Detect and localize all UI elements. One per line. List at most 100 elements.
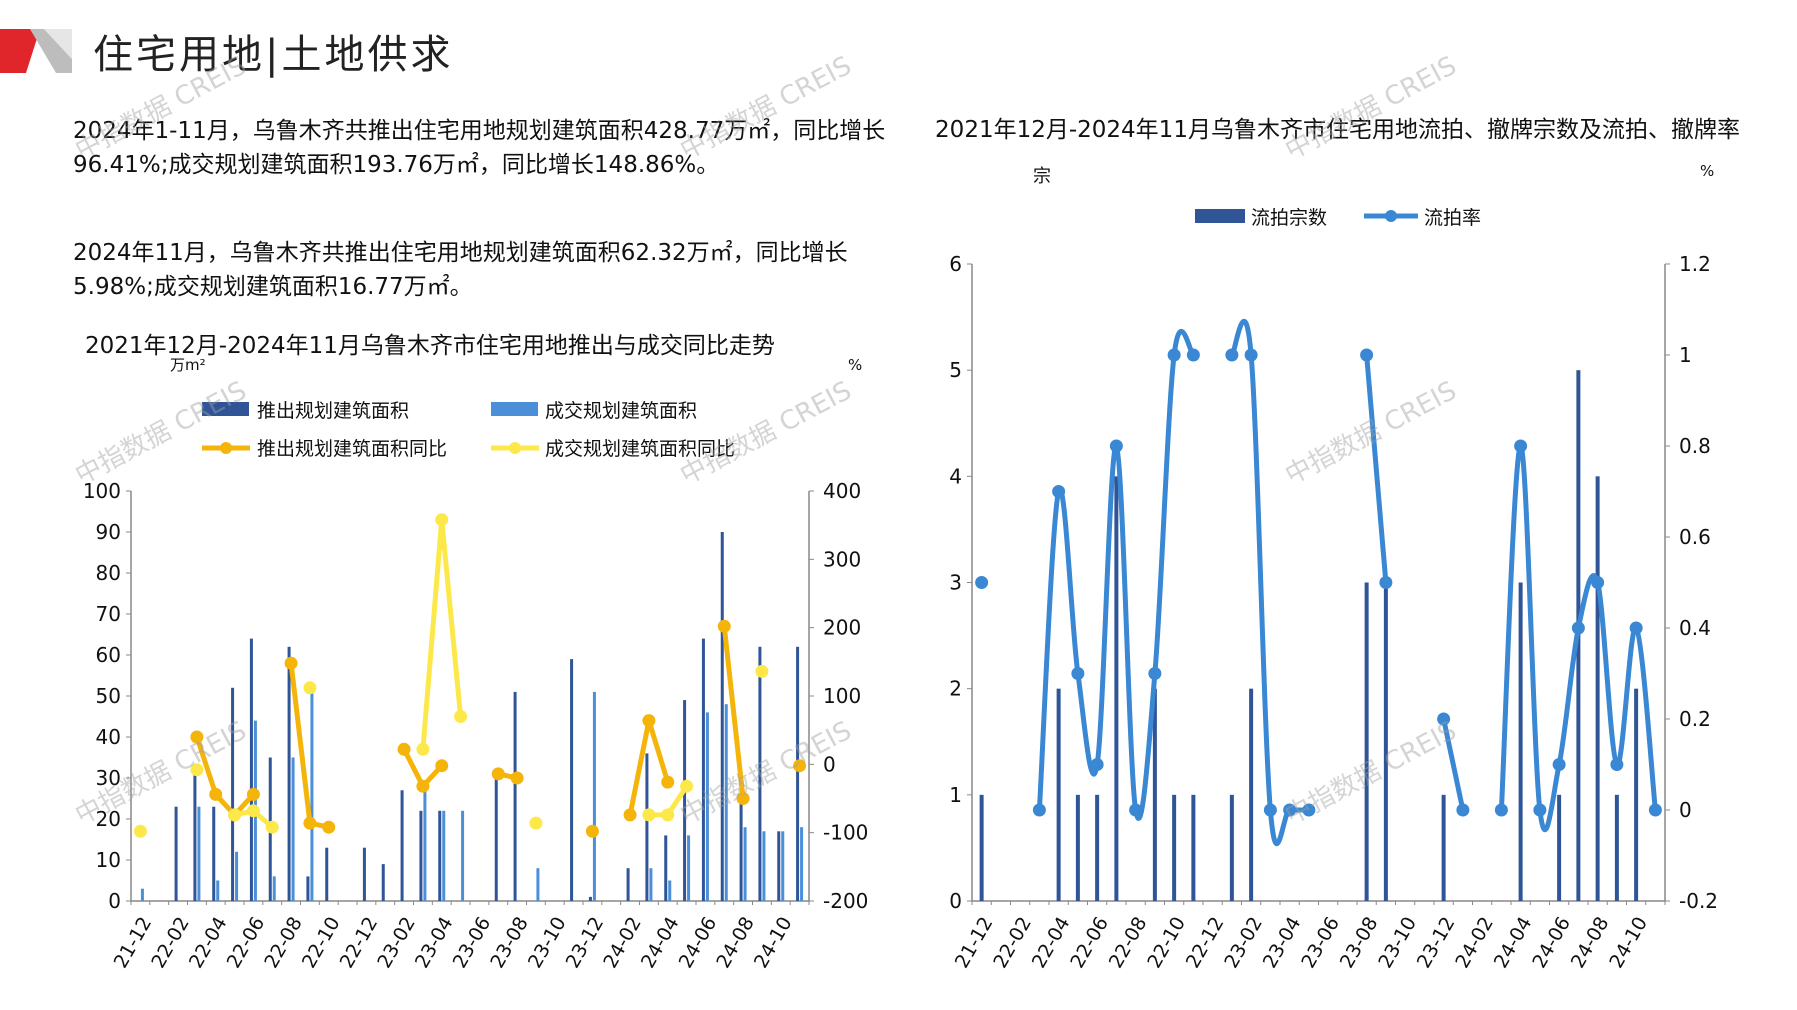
point-22-03 xyxy=(190,763,204,777)
bar-22-04 xyxy=(1056,688,1061,901)
point-24-09 xyxy=(1610,758,1624,771)
bar-22-05 xyxy=(235,851,239,901)
bar-23-12 xyxy=(592,691,596,901)
bar-24-08 xyxy=(743,827,747,901)
bar-24-11 xyxy=(800,827,804,901)
bar-24-10 xyxy=(781,831,785,901)
bar-22-08 xyxy=(291,757,295,901)
x-tick-label: 24-10 xyxy=(750,913,797,972)
left-chart-y-unit: 万m² xyxy=(170,356,206,374)
point-23-01 xyxy=(1225,348,1239,362)
bar-22-03 xyxy=(193,773,197,901)
point-24-04 xyxy=(661,808,675,822)
point-23-07 xyxy=(491,767,505,781)
x-tick-label: 22-08 xyxy=(1105,913,1152,972)
bar-24-07 xyxy=(720,532,724,901)
point-24-11 xyxy=(1648,803,1662,817)
legend-label-failed-count: 流拍宗数 xyxy=(1251,207,1328,229)
series-line xyxy=(1364,354,1389,583)
point-23-12 xyxy=(1437,712,1451,726)
bar-23-04 xyxy=(438,810,442,901)
bar-24-08 xyxy=(739,802,743,901)
y2-tick-label: 1.2 xyxy=(1679,252,1711,276)
legend-label-launch-yoy: 推出规划建筑面积同比 xyxy=(257,438,448,460)
x-tick-label: 22-10 xyxy=(1143,913,1190,972)
point-23-02 xyxy=(397,742,411,756)
point-24-05 xyxy=(680,779,694,793)
point-24-03 xyxy=(642,808,656,822)
bar-22-03 xyxy=(197,806,201,901)
point-23-09 xyxy=(529,816,543,830)
bar-24-04 xyxy=(1518,582,1523,901)
series-line xyxy=(627,718,671,816)
bar-24-05 xyxy=(687,835,691,901)
y2-tick-label: 0 xyxy=(823,752,836,776)
bar-23-01 xyxy=(1229,794,1234,901)
bar-23-12 xyxy=(588,896,592,901)
y2-tick-label: 0.4 xyxy=(1679,616,1711,640)
y-tick-label: 3 xyxy=(949,571,962,595)
bar-21-12 xyxy=(140,888,144,901)
bar-22-07 xyxy=(1114,476,1119,901)
y-tick-label: 40 xyxy=(96,725,121,749)
y2-tick-label: -0.2 xyxy=(1679,889,1718,913)
legend-swatch-deal-area xyxy=(491,402,538,416)
x-tick-label: 23-06 xyxy=(1297,913,1344,972)
x-tick-label: 23-12 xyxy=(1413,913,1460,972)
bar-22-04 xyxy=(216,880,220,901)
bar-23-05 xyxy=(461,810,465,901)
point-22-08 xyxy=(284,656,298,670)
bar-23-09 xyxy=(1383,582,1388,901)
point-24-04 xyxy=(661,775,675,789)
bar-24-10 xyxy=(777,831,781,901)
legend-swatch-failed-count xyxy=(1195,209,1245,223)
legend-swatch-launch-area xyxy=(202,402,249,416)
y-tick-label: 60 xyxy=(96,643,121,667)
x-tick-label: 23-02 xyxy=(1220,913,1267,972)
bar-23-03 xyxy=(419,810,423,901)
point-22-09 xyxy=(303,681,317,695)
bar-23-02 xyxy=(1249,688,1254,901)
point-23-04 xyxy=(1283,803,1297,817)
point-24-01 xyxy=(1456,803,1470,817)
right-chart-y2-unit: % xyxy=(1700,162,1715,180)
summary-paragraph-ytd: 2024年1-11月，乌鲁木齐共推出住宅用地规划建筑面积428.77万㎡，同比增… xyxy=(73,118,886,178)
y-tick-label: 80 xyxy=(96,561,121,585)
x-tick-label: 24-08 xyxy=(1567,913,1614,972)
bar-23-09 xyxy=(536,868,540,901)
bar-24-09 xyxy=(762,831,766,901)
bar-24-03 xyxy=(649,868,653,901)
bar-24-11 xyxy=(796,646,800,901)
legend-label-launch-area: 推出规划建筑面积 xyxy=(257,400,410,422)
bar-22-09 xyxy=(1152,688,1157,901)
right-chart-title: 2021年12月-2024年11月乌鲁木齐市住宅用地流拍、撤牌宗数及流拍、撤牌率 xyxy=(935,117,1740,143)
bar-23-02 xyxy=(400,790,404,901)
bar-22-06 xyxy=(1095,794,1100,901)
legend-swatch-deal-yoy xyxy=(491,442,539,454)
chart-0: 0 10 20 30 40 50 60 70 80 90 100 -200 -100 0 100 200 300… xyxy=(83,479,869,972)
point-24-05 xyxy=(1533,803,1547,817)
bar-24-04 xyxy=(664,835,668,901)
bar-22-08 xyxy=(287,646,291,901)
point-23-03 xyxy=(416,742,430,756)
x-tick-label: 23-08 xyxy=(1336,913,1383,972)
bar-22-05 xyxy=(1075,794,1080,901)
y-tick-label: 20 xyxy=(96,807,121,831)
point-22-08 xyxy=(1129,803,1143,817)
y2-tick-label: 200 xyxy=(823,616,861,640)
point-23-05 xyxy=(454,710,468,723)
point-24-07 xyxy=(717,619,731,633)
series-line xyxy=(1441,718,1466,811)
bar-22-04 xyxy=(212,806,216,901)
y-tick-label: 4 xyxy=(949,464,962,488)
y-tick-label: 6 xyxy=(949,252,962,276)
legend-label-failed-rate: 流拍率 xyxy=(1424,207,1482,229)
y-tick-label: 70 xyxy=(96,602,121,626)
point-24-06 xyxy=(1552,758,1566,771)
point-22-09 xyxy=(1148,667,1162,680)
point-24-08 xyxy=(1591,576,1605,589)
y2-tick-label: 100 xyxy=(823,684,861,708)
x-tick-label: 23-04 xyxy=(1259,913,1306,972)
point-24-03 xyxy=(1494,803,1508,817)
bar-24-06 xyxy=(701,638,705,901)
